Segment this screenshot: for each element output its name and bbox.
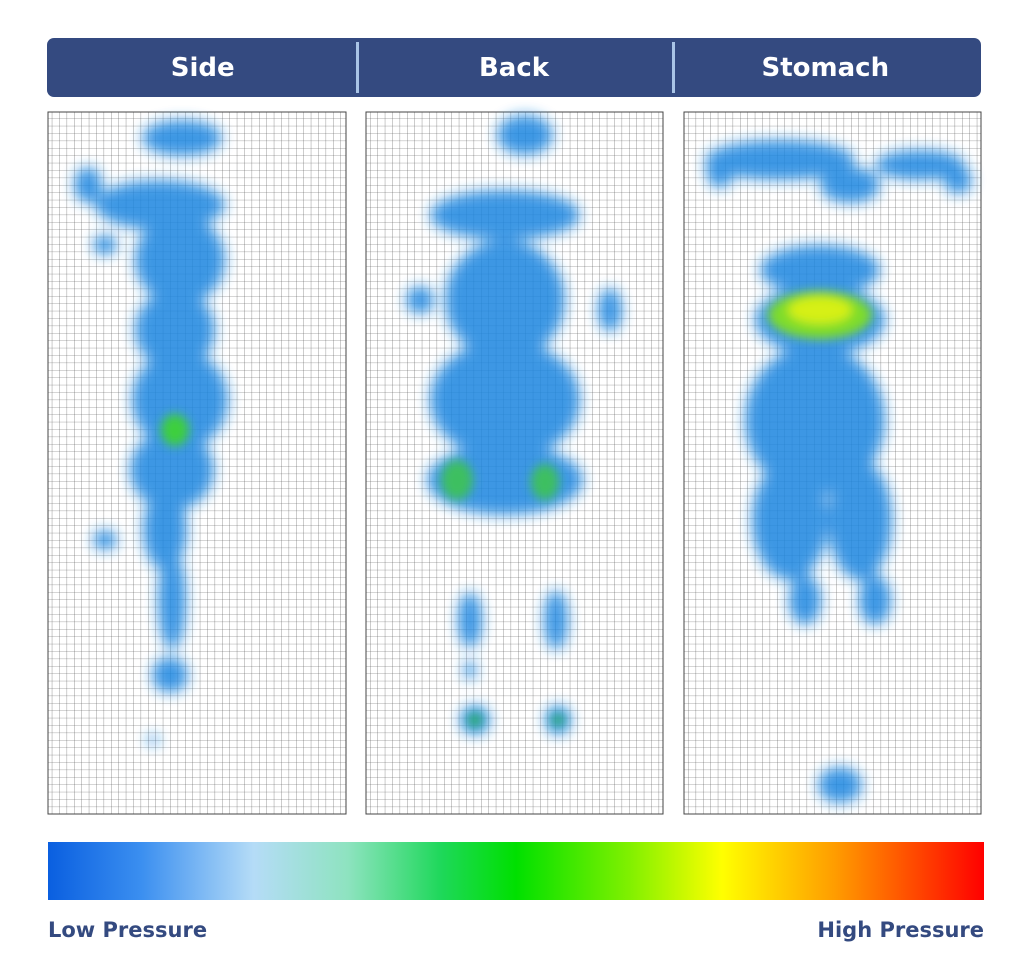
pressure-blob <box>441 460 473 500</box>
pressure-blob <box>93 235 117 255</box>
pressure-blob <box>143 490 187 570</box>
pressure-blob <box>158 550 186 650</box>
pressure-blob <box>531 464 559 500</box>
tab-label: Stomach <box>761 52 890 83</box>
legend-high: High Pressure <box>817 918 984 942</box>
pressure-blob <box>135 290 215 370</box>
pressure-blob <box>130 430 214 510</box>
pressure-blob <box>74 167 102 203</box>
pressure-blob <box>859 575 891 625</box>
pressure-blob <box>161 414 189 446</box>
pressure-blob <box>135 215 225 305</box>
pressure-blob <box>706 152 734 188</box>
pressure-blob <box>468 713 482 727</box>
pressure-blob <box>93 530 117 550</box>
pressure-blob <box>752 460 828 580</box>
pressure-blob <box>705 140 855 180</box>
pressure-blob <box>745 345 885 495</box>
tab-label: Side <box>170 52 235 83</box>
pressure-blob <box>147 735 159 745</box>
divider <box>356 42 359 93</box>
pressure-blob <box>788 296 852 324</box>
pressure-blob <box>430 190 580 240</box>
pressure-blob <box>445 240 565 360</box>
pressure-blob <box>458 592 482 648</box>
pressure-blob <box>875 150 965 180</box>
pressure-scale <box>48 842 984 900</box>
pressure-blob <box>132 350 228 450</box>
header-bar: Side Back Stomach <box>47 38 981 97</box>
pressure-blob <box>828 460 892 580</box>
tab-label: Back <box>478 52 550 83</box>
pressure-blobs <box>74 115 972 803</box>
pressure-blob <box>760 245 880 295</box>
pressure-blob <box>464 660 476 680</box>
pressure-blob <box>944 166 972 194</box>
pressure-blob <box>497 115 553 155</box>
pressure-blob <box>818 767 862 803</box>
pressure-blob <box>544 590 568 650</box>
divider <box>672 42 675 93</box>
pressure-blob <box>820 167 880 203</box>
pressure-blob <box>142 120 222 156</box>
pressure-blob <box>598 288 622 332</box>
pressure-blob <box>152 657 188 693</box>
pressure-blob <box>430 340 580 460</box>
pressure-blob <box>789 575 821 625</box>
pressure-blob <box>552 714 564 726</box>
pressure-hotspots <box>161 291 872 727</box>
pressure-blob <box>406 286 434 314</box>
legend-low: Low Pressure <box>48 918 208 942</box>
